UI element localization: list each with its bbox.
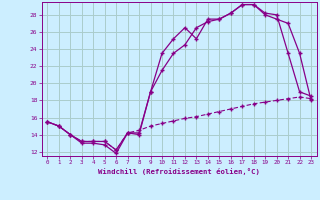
- X-axis label: Windchill (Refroidissement éolien,°C): Windchill (Refroidissement éolien,°C): [98, 168, 260, 175]
